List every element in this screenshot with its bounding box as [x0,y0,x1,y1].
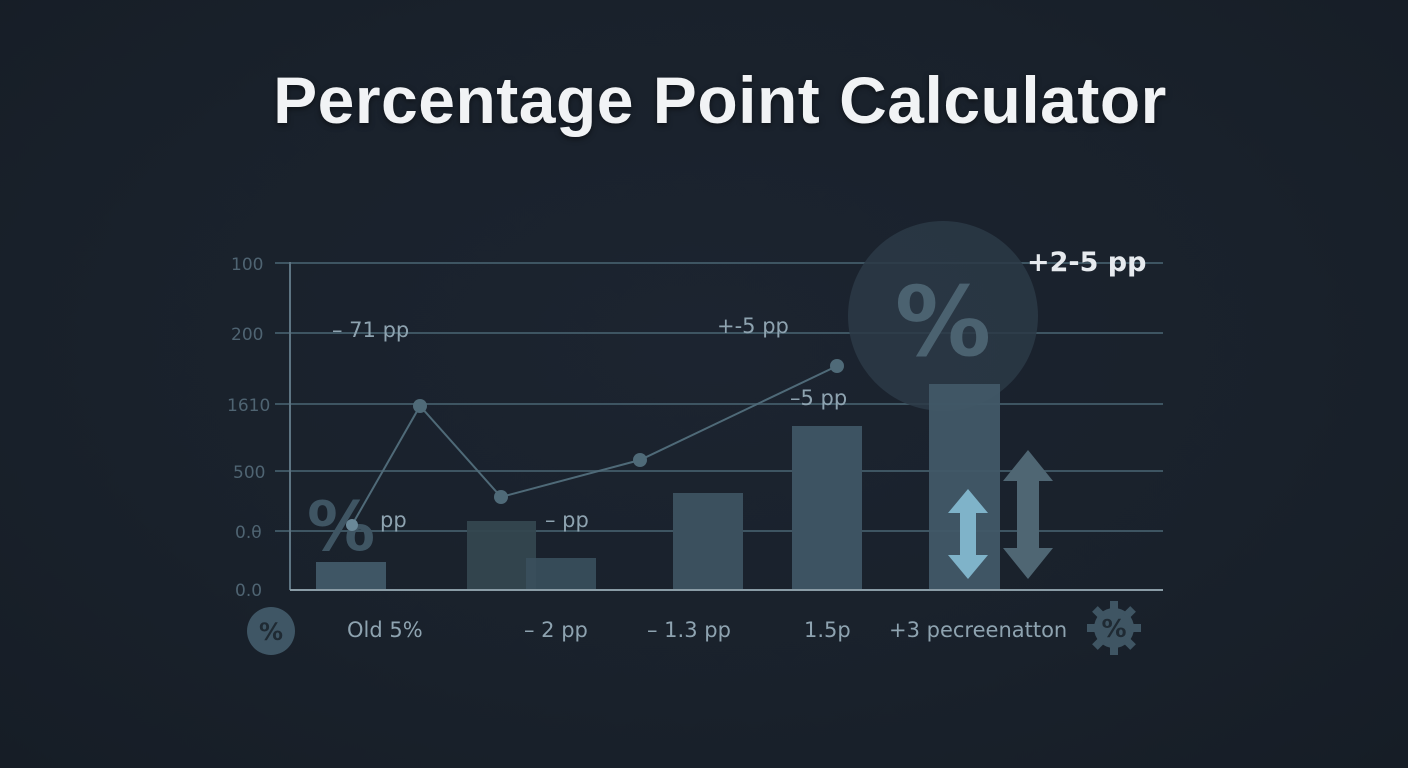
y-tick: 0.θ [235,523,262,543]
double-arrow-vertical-icon [1003,450,1053,579]
svg-text:%: % [895,266,991,378]
x-tick-label: Old 5% [347,618,423,642]
y-tick: 200 [231,325,263,345]
y-tick: 0.0 [235,581,262,601]
bar [792,426,862,590]
bar [467,521,536,590]
x-tick-label: +3 pecreenatton [889,618,1067,642]
annotation: pp [380,508,407,532]
x-tick-label: 1.5p [804,618,851,642]
svg-text:%: % [259,618,283,646]
percent-icon: % [848,221,1038,411]
x-tick-label: – 2 pp [524,618,588,642]
annotation: – 71 pp [332,318,409,342]
y-tick: 500 [233,463,265,483]
annotation-highlight: +2-5 pp [1027,247,1146,278]
annotation: –5 pp [790,386,847,410]
double-arrow-vertical-icon [948,489,988,579]
annotation: +-5 pp [717,314,789,338]
percent-icon: % [307,488,375,567]
y-axis-ticks: 100 200 1610 500 0.θ 0.0 [227,255,270,601]
percent-circle-icon: % [247,607,295,655]
annotation: – pp [545,508,589,532]
bar [526,558,596,590]
trend-line [346,359,844,531]
y-tick: 1610 [227,396,270,416]
x-tick-label: – 1.3 pp [647,618,731,642]
bars [316,384,1000,590]
y-tick: 100 [231,255,263,275]
bar [673,493,743,590]
percent-gear-icon: % [1087,601,1141,655]
bar [316,562,386,590]
svg-text:%: % [1101,614,1126,643]
page-title: Percentage Point Calculator [273,63,1167,137]
